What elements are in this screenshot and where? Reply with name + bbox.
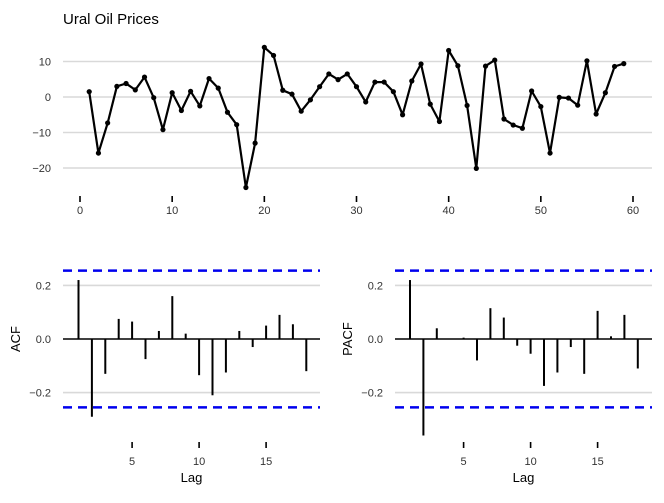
data-point [427,101,433,107]
data-point [123,80,129,87]
data-point [538,103,544,110]
y-tick-label: −0.2 [29,388,51,400]
data-point [326,71,332,77]
x-tick-label: 20 [258,205,270,217]
x-tick-label: 15 [260,456,272,468]
x-tick-label: 5 [129,456,135,468]
x-tick-label: 10 [193,456,205,468]
data-point [151,95,157,101]
data-point [141,74,148,80]
data-point [224,109,231,115]
x-tick-label: 5 [461,456,467,468]
data-point [335,77,341,83]
y-tick-label: 0 [45,92,51,104]
data-point [482,63,489,69]
chart-title: Ural Oil Prices [63,11,159,28]
data-point [160,127,166,133]
data-point [418,61,424,67]
data-point [234,122,240,128]
data-point [86,89,92,95]
data-point [298,108,304,114]
data-point [556,94,562,100]
data-point [436,118,443,125]
data-point [529,88,535,94]
data-point [261,44,267,50]
y-tick-label: 10 [39,57,51,69]
data-point [307,97,314,103]
acf-panel: 0.2 0.0 −0.2 5 10 15 Lag ACF [8,269,320,485]
data-point [575,102,581,108]
data-point [169,90,175,96]
x-tick-label: 60 [627,205,639,217]
y-tick-label: 0.0 [368,334,383,346]
data-point [95,150,102,156]
data-point [409,78,415,84]
x-tick-label: 0 [77,205,83,217]
data-point [188,88,194,94]
pacf-panel: 0.2 0.0 −0.2 5 10 15 Lag PACF [340,269,652,485]
data-point [464,102,470,109]
data-point [547,150,553,156]
data-point [621,61,627,67]
data-point [206,75,212,82]
x-axis-title: Lag [181,470,203,485]
data-point [446,47,452,54]
data-point [510,122,516,128]
x-axis-title: Lag [513,470,535,485]
y-axis-title: ACF [8,326,23,352]
data-point [602,90,608,96]
data-point [501,116,507,122]
x-tick-label: 10 [166,205,178,217]
x-tick-label: 30 [350,205,362,217]
data-point [132,87,138,93]
data-point [372,79,378,85]
data-point [455,63,461,69]
data-point [390,89,396,95]
data-point [243,184,249,191]
y-tick-label: 0.0 [36,334,51,346]
y-tick-label: −20 [32,163,51,175]
data-point [473,165,479,171]
data-point [565,95,572,101]
data-point [584,58,590,64]
y-tick-label: −10 [32,128,51,140]
price-panel: 10 0 −10 −20 0 10 20 30 40 50 60 [32,44,652,217]
data-point [252,140,258,146]
data-point [289,91,295,97]
data-point [105,120,111,126]
data-point [353,84,360,90]
data-point [270,52,277,59]
data-point [492,57,498,63]
y-tick-label: −0.2 [361,388,383,400]
x-tick-label: 50 [535,205,547,217]
y-tick-label: 0.2 [36,280,51,292]
x-tick-label: 10 [524,456,536,468]
data-point [215,85,221,91]
data-point [593,111,599,117]
x-tick-label: 15 [591,456,603,468]
data-point [178,107,184,114]
data-point [280,87,286,93]
data-point [399,112,406,118]
price-line [88,46,625,189]
y-tick-label: 0.2 [368,280,383,292]
y-axis-title: PACF [340,322,355,356]
data-point [344,71,350,77]
data-point [317,84,323,90]
data-point [114,83,120,89]
data-point [519,125,526,131]
data-point [197,103,203,109]
x-tick-label: 40 [443,205,455,217]
data-point [381,79,387,85]
data-point [611,63,618,70]
data-point [363,99,369,105]
